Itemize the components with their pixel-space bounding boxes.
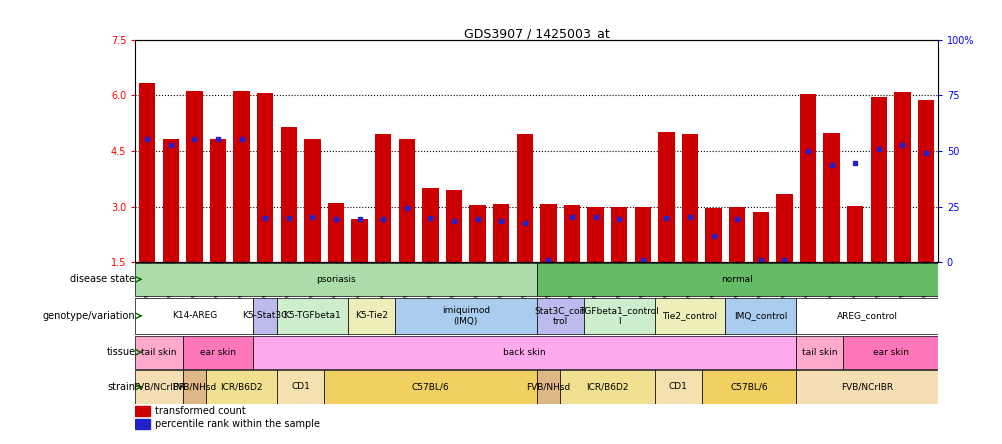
Text: CD1: CD1 bbox=[668, 382, 687, 392]
Text: normal: normal bbox=[720, 275, 753, 284]
Text: strain: strain bbox=[107, 382, 135, 392]
Text: FVB/NHsd: FVB/NHsd bbox=[172, 382, 216, 392]
Bar bbox=[823, 133, 839, 262]
Text: transformed count: transformed count bbox=[155, 406, 245, 416]
Bar bbox=[209, 139, 226, 262]
Bar bbox=[846, 206, 863, 262]
Bar bbox=[870, 97, 886, 262]
Bar bbox=[536, 370, 560, 404]
Bar bbox=[796, 297, 937, 334]
Bar bbox=[254, 297, 277, 334]
Bar bbox=[182, 370, 206, 404]
Bar bbox=[398, 139, 415, 262]
Bar bbox=[257, 92, 274, 262]
Text: TGFbeta1_control
l: TGFbeta1_control l bbox=[579, 306, 658, 325]
Bar bbox=[728, 206, 744, 262]
Bar bbox=[657, 132, 674, 262]
Bar bbox=[375, 135, 391, 262]
Bar bbox=[186, 91, 202, 262]
Text: ICR/B6D2: ICR/B6D2 bbox=[220, 382, 263, 392]
Text: FVB/NCrIBR: FVB/NCrIBR bbox=[133, 382, 185, 392]
Bar bbox=[587, 206, 603, 262]
Text: ear skin: ear skin bbox=[872, 348, 908, 357]
Text: FVB/NHsd: FVB/NHsd bbox=[526, 382, 570, 392]
Bar bbox=[654, 370, 701, 404]
Bar bbox=[351, 219, 368, 262]
Text: psoriasis: psoriasis bbox=[316, 275, 356, 284]
Bar bbox=[206, 370, 277, 404]
Text: AREG_control: AREG_control bbox=[836, 311, 897, 320]
Bar bbox=[681, 135, 697, 262]
Bar bbox=[560, 370, 654, 404]
Bar bbox=[796, 336, 843, 369]
Text: tail skin: tail skin bbox=[802, 348, 837, 357]
Text: ear skin: ear skin bbox=[199, 348, 235, 357]
Bar bbox=[704, 208, 721, 262]
Text: genotype/variation: genotype/variation bbox=[43, 311, 135, 321]
Text: imiquimod
(IMQ): imiquimod (IMQ) bbox=[441, 306, 489, 325]
Text: Tie2_control: Tie2_control bbox=[662, 311, 716, 320]
Bar bbox=[536, 297, 583, 334]
Bar bbox=[135, 297, 254, 334]
Bar bbox=[277, 370, 324, 404]
Bar bbox=[843, 336, 937, 369]
Text: K5-Tie2: K5-Tie2 bbox=[355, 311, 388, 320]
Bar bbox=[610, 206, 627, 262]
Bar bbox=[701, 370, 796, 404]
Text: K14-AREG: K14-AREG bbox=[171, 311, 216, 320]
Bar bbox=[254, 336, 796, 369]
Bar bbox=[233, 91, 249, 262]
Bar bbox=[724, 297, 796, 334]
Text: disease state: disease state bbox=[70, 274, 135, 285]
Text: K5-TGFbeta1: K5-TGFbeta1 bbox=[284, 311, 341, 320]
Bar bbox=[563, 205, 580, 262]
Text: back skin: back skin bbox=[503, 348, 545, 357]
Bar bbox=[917, 100, 933, 262]
Bar bbox=[422, 188, 438, 262]
Bar bbox=[324, 370, 536, 404]
Text: ICR/B6D2: ICR/B6D2 bbox=[585, 382, 628, 392]
Title: GDS3907 / 1425003_at: GDS3907 / 1425003_at bbox=[463, 27, 609, 40]
Bar bbox=[281, 127, 297, 262]
Bar bbox=[540, 203, 556, 262]
Text: C57BL/6: C57BL/6 bbox=[729, 382, 768, 392]
Bar bbox=[348, 297, 395, 334]
Text: Stat3C_con
trol: Stat3C_con trol bbox=[534, 306, 585, 325]
Bar bbox=[799, 94, 816, 262]
Bar bbox=[162, 139, 179, 262]
Bar bbox=[796, 370, 937, 404]
Bar bbox=[304, 139, 321, 262]
Bar bbox=[776, 194, 792, 262]
Bar bbox=[752, 212, 769, 262]
Text: percentile rank within the sample: percentile rank within the sample bbox=[155, 419, 321, 429]
Bar bbox=[893, 92, 910, 262]
Bar bbox=[135, 370, 182, 404]
Bar bbox=[492, 203, 509, 262]
Text: tissue: tissue bbox=[106, 347, 135, 357]
Text: K5-Stat3C: K5-Stat3C bbox=[242, 311, 288, 320]
Text: C57BL/6: C57BL/6 bbox=[411, 382, 449, 392]
Bar bbox=[516, 135, 532, 262]
Bar bbox=[135, 419, 149, 429]
Text: CD1: CD1 bbox=[291, 382, 310, 392]
Bar bbox=[182, 336, 254, 369]
Bar bbox=[135, 336, 182, 369]
Bar bbox=[135, 406, 149, 416]
Bar bbox=[536, 263, 937, 296]
Text: IMQ_control: IMQ_control bbox=[733, 311, 787, 320]
Text: tail skin: tail skin bbox=[141, 348, 176, 357]
Bar bbox=[583, 297, 654, 334]
Bar bbox=[469, 205, 485, 262]
Bar bbox=[634, 206, 650, 262]
Bar bbox=[395, 297, 536, 334]
Bar bbox=[445, 190, 462, 262]
Bar bbox=[654, 297, 724, 334]
Bar bbox=[277, 297, 348, 334]
Bar bbox=[328, 203, 344, 262]
Bar bbox=[135, 263, 536, 296]
Text: FVB/NCrIBR: FVB/NCrIBR bbox=[840, 382, 892, 392]
Bar bbox=[139, 83, 155, 262]
